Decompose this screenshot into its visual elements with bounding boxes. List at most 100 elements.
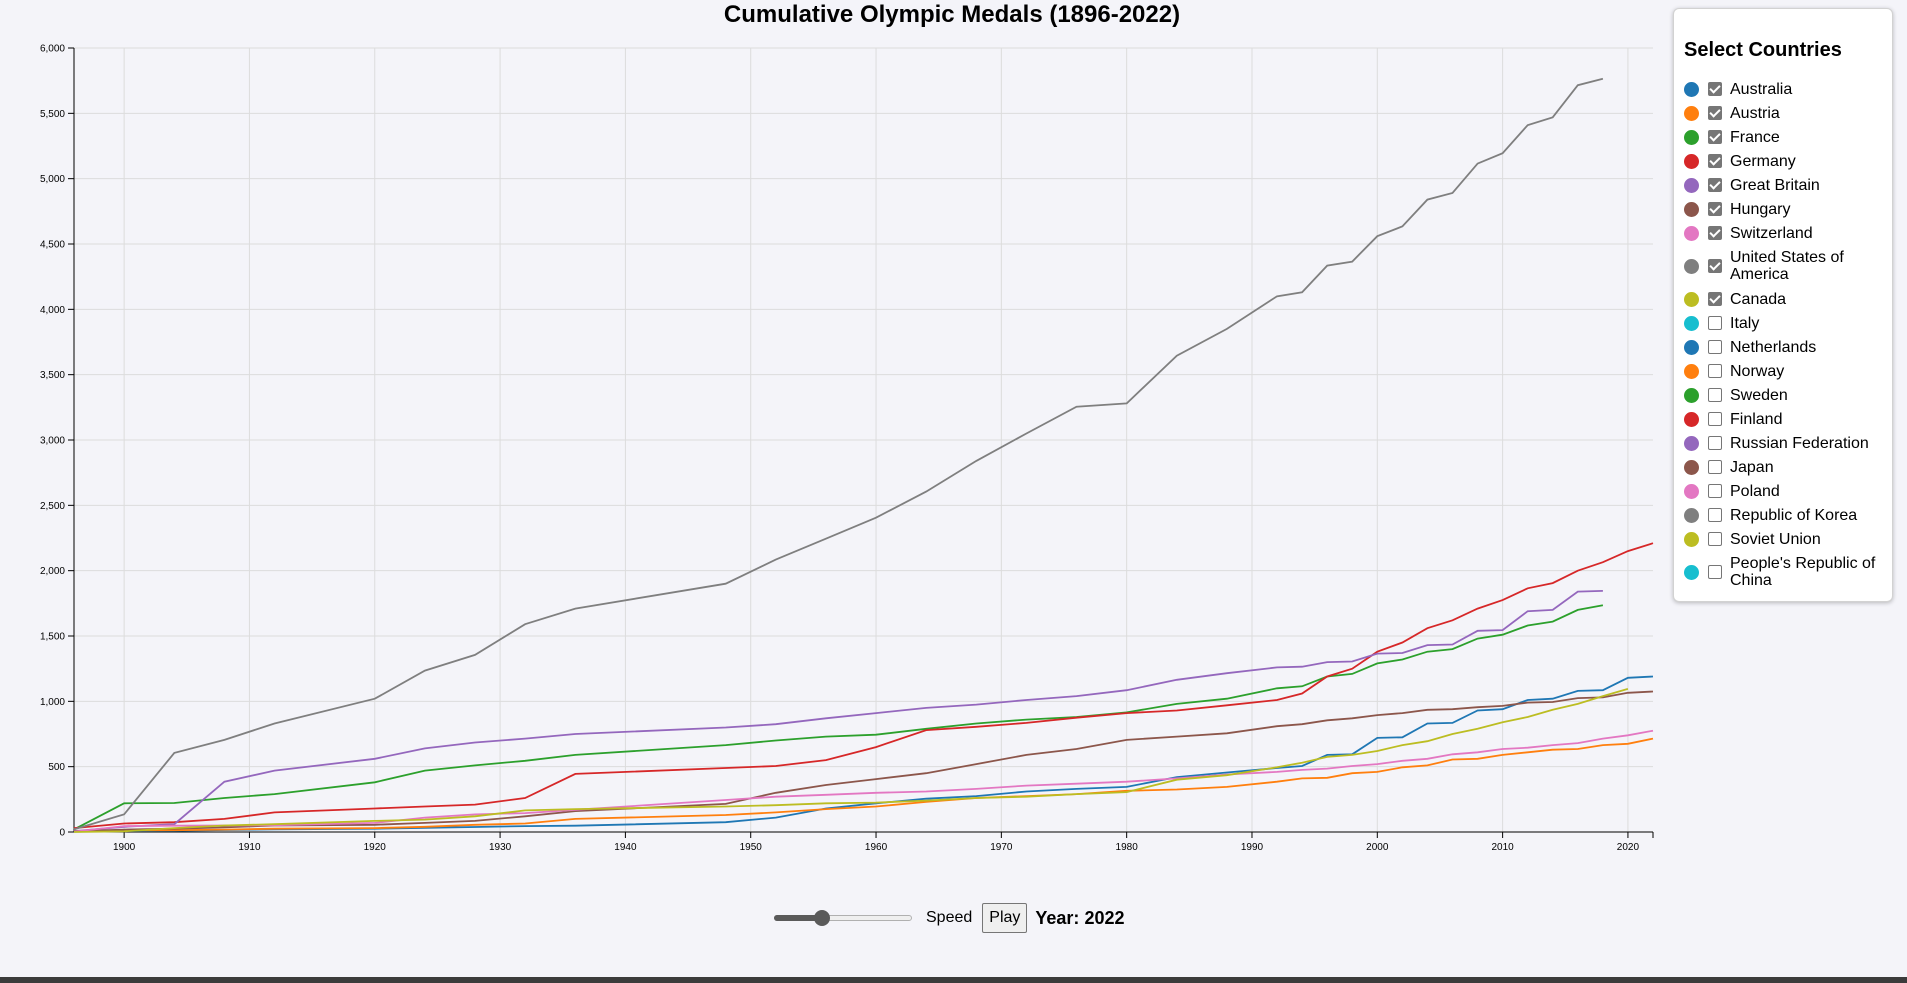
x-tick-label: 2020	[1617, 842, 1640, 853]
y-tick-label: 3,000	[40, 436, 65, 447]
country-checkbox[interactable]	[1708, 106, 1722, 120]
country-checkbox[interactable]	[1708, 178, 1722, 192]
country-checkbox[interactable]	[1708, 460, 1722, 474]
country-label: Sweden	[1730, 386, 1788, 404]
color-swatch-icon	[1684, 339, 1699, 355]
country-checkbox[interactable]	[1708, 340, 1722, 354]
country-item-soviet-union[interactable]: Soviet Union	[1684, 527, 1889, 551]
panel-title: Select Countries	[1684, 39, 1842, 61]
series-line-switzerland	[73, 729, 1654, 833]
country-checkbox[interactable]	[1708, 202, 1722, 216]
speed-slider-fill	[774, 915, 823, 921]
color-swatch-icon	[1684, 459, 1699, 475]
series-line-germany	[73, 542, 1654, 829]
country-item-netherlands[interactable]: Netherlands	[1684, 335, 1889, 359]
y-tick-label: 3,500	[40, 370, 65, 381]
color-swatch-icon	[1684, 153, 1699, 169]
color-swatch-icon	[1684, 177, 1699, 193]
country-checkbox[interactable]	[1708, 364, 1722, 378]
x-tick-label: 1990	[1241, 842, 1264, 853]
color-swatch-icon	[1684, 258, 1699, 274]
color-swatch-icon	[1684, 507, 1699, 523]
country-checkbox[interactable]	[1708, 388, 1722, 402]
country-list: Australia Austria France Germany Great Brita…	[1684, 77, 1889, 593]
x-tick-label: 1940	[614, 842, 637, 853]
country-item-norway[interactable]: Norway	[1684, 359, 1889, 383]
year-readout: Year: 2022	[1035, 908, 1124, 929]
country-label: Russian Federation	[1730, 434, 1869, 452]
play-button[interactable]: Play	[982, 903, 1028, 933]
country-checkbox[interactable]	[1708, 316, 1722, 330]
color-swatch-icon	[1684, 105, 1699, 121]
country-item-republic-of-korea[interactable]: Republic of Korea	[1684, 503, 1889, 527]
playback-controls: Speed Play Year: 2022	[774, 903, 1125, 933]
country-checkbox[interactable]	[1708, 292, 1722, 306]
line-chart: Cumulative Olympic Medals (1896-2022) 19…	[40, 1, 1654, 853]
series-line-austria	[73, 737, 1654, 833]
country-item-germany[interactable]: Germany	[1684, 149, 1889, 173]
country-label: People's Republic of China	[1730, 555, 1876, 589]
country-checkbox[interactable]	[1708, 412, 1722, 426]
country-item-japan[interactable]: Japan	[1684, 455, 1889, 479]
country-item-hungary[interactable]: Hungary	[1684, 197, 1889, 221]
country-item-france[interactable]: France	[1684, 125, 1889, 149]
country-checkbox[interactable]	[1708, 82, 1722, 96]
color-swatch-icon	[1684, 291, 1699, 307]
country-label: Canada	[1730, 290, 1787, 308]
window-bottom-edge	[0, 977, 1907, 983]
country-item-switzerland[interactable]: Switzerland	[1684, 221, 1889, 245]
country-item-australia[interactable]: Australia	[1684, 77, 1889, 101]
series-line-great-britain	[73, 590, 1603, 832]
speed-slider-thumb[interactable]	[814, 910, 831, 926]
color-swatch-icon	[1684, 483, 1699, 499]
country-label: Soviet Union	[1730, 530, 1821, 548]
y-tick-label: 500	[48, 762, 65, 773]
y-tick-label: 5,000	[40, 174, 65, 185]
country-item-united-states-of-america[interactable]: United States of America	[1684, 245, 1889, 287]
country-label: Hungary	[1730, 200, 1791, 218]
country-label: Australia	[1730, 80, 1793, 98]
country-item-poland[interactable]: Poland	[1684, 479, 1889, 503]
country-label: Republic of Korea	[1730, 506, 1858, 524]
country-checkbox[interactable]	[1708, 154, 1722, 168]
country-label: Switzerland	[1730, 224, 1813, 242]
country-item-russian-federation[interactable]: Russian Federation	[1684, 431, 1889, 455]
y-tick-label: 2,500	[40, 501, 65, 512]
y-tick-label: 0	[59, 828, 65, 839]
country-item-people-s-republic-of-china[interactable]: People's Republic of China	[1684, 551, 1889, 593]
country-checkbox[interactable]	[1708, 565, 1722, 579]
speed-label: Speed	[926, 909, 973, 926]
series-lines	[73, 77, 1654, 833]
country-checkbox[interactable]	[1708, 130, 1722, 144]
x-tick-label: 1960	[865, 842, 888, 853]
country-label: Netherlands	[1730, 338, 1817, 356]
y-tick-label: 4,500	[40, 240, 65, 251]
country-item-finland[interactable]: Finland	[1684, 407, 1889, 431]
country-label: France	[1730, 128, 1780, 146]
country-checkbox[interactable]	[1708, 226, 1722, 240]
country-checkbox[interactable]	[1708, 508, 1722, 522]
speed-slider[interactable]	[774, 910, 912, 926]
country-selector-panel: Select Countries Australia Austria France G…	[1673, 8, 1893, 602]
y-tick-label: 2,000	[40, 566, 65, 577]
country-checkbox[interactable]	[1708, 259, 1722, 273]
color-swatch-icon	[1684, 411, 1699, 427]
color-swatch-icon	[1684, 531, 1699, 547]
y-tick-label: 1,500	[40, 632, 65, 643]
x-tick-label: 2000	[1366, 842, 1389, 853]
country-item-italy[interactable]: Italy	[1684, 311, 1889, 335]
x-tick-label: 1950	[740, 842, 763, 853]
y-tick-label: 6,000	[40, 44, 65, 55]
country-item-canada[interactable]: Canada	[1684, 287, 1889, 311]
country-item-sweden[interactable]: Sweden	[1684, 383, 1889, 407]
country-checkbox[interactable]	[1708, 436, 1722, 450]
country-label: Poland	[1730, 482, 1780, 500]
series-line-canada	[73, 688, 1629, 833]
color-swatch-icon	[1684, 387, 1699, 403]
country-checkbox[interactable]	[1708, 484, 1722, 498]
country-item-great-britain[interactable]: Great Britain	[1684, 173, 1889, 197]
country-item-austria[interactable]: Austria	[1684, 101, 1889, 125]
country-checkbox[interactable]	[1708, 532, 1722, 546]
country-label: Japan	[1730, 458, 1774, 476]
x-tick-label: 1900	[113, 842, 136, 853]
